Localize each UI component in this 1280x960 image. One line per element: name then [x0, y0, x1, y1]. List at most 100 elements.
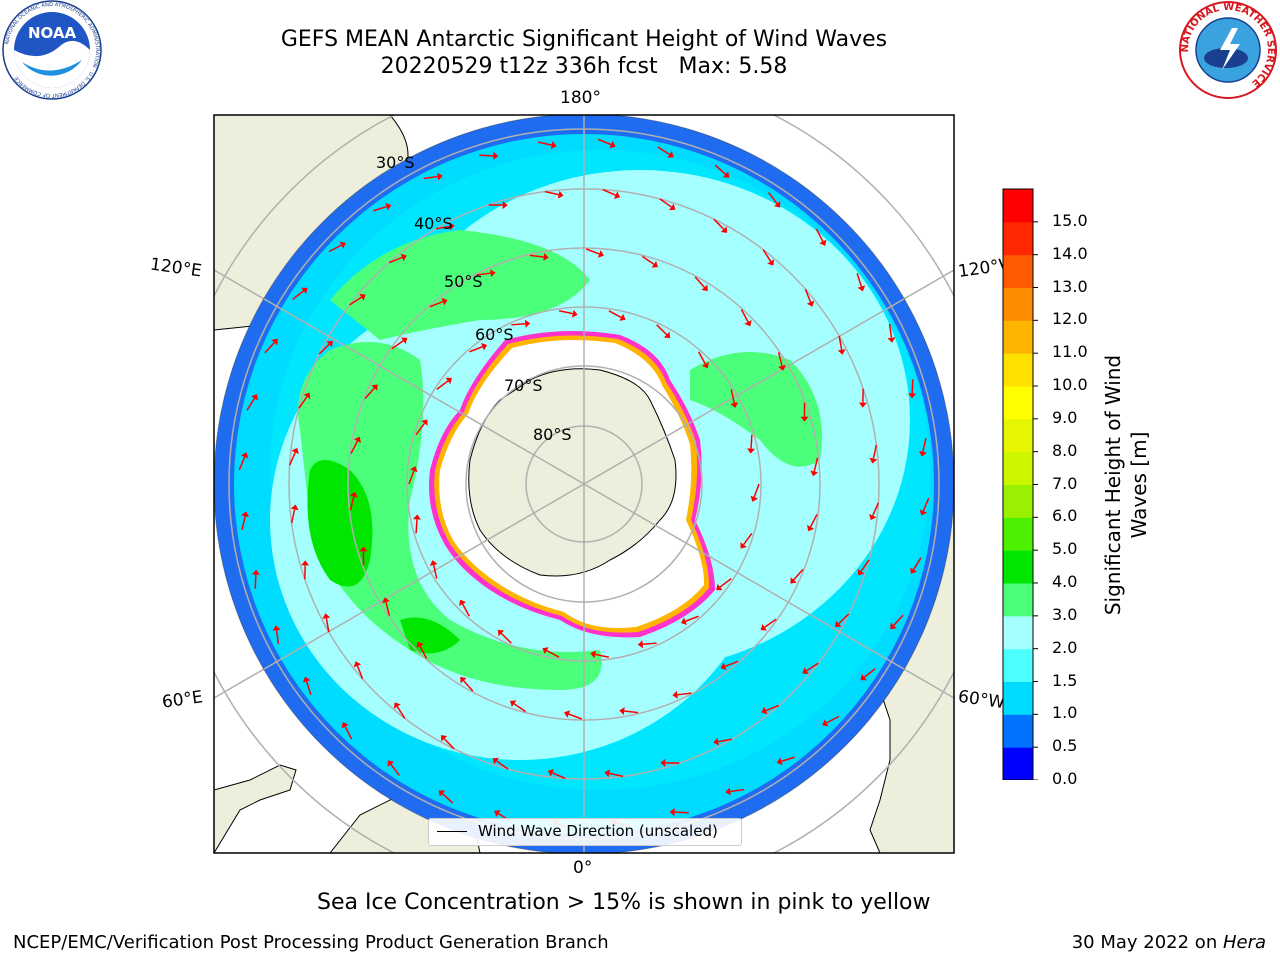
wind-arrow-shaft	[730, 788, 745, 793]
wind-arrow-head	[416, 641, 424, 648]
wind-arrow-shaft	[641, 255, 655, 265]
wind-arrow-shaft	[436, 380, 449, 390]
wind-arrow-head	[619, 707, 625, 716]
wind-arrow-shaft	[552, 772, 566, 780]
wind-arrow-shaft	[298, 396, 308, 409]
wind-arrow-shaft	[305, 681, 312, 695]
wind-arrow-shaft	[742, 532, 753, 546]
colorbar-segment	[1003, 353, 1033, 387]
wind-arrow-shaft	[463, 680, 474, 692]
wind-arrow-head	[349, 491, 358, 498]
colorbar-title: Significant Height of Wind Waves [m]	[1101, 354, 1151, 616]
wind-arrow-head	[619, 313, 626, 321]
wind-arrow-head	[857, 285, 866, 292]
wind-arrow-head	[890, 622, 897, 630]
wind-arrow-head	[272, 625, 281, 631]
wind-arrow-head	[869, 513, 877, 521]
wind-arrow-head	[339, 241, 346, 249]
wind-arrow-head	[497, 629, 505, 637]
wind-arrow-head	[730, 402, 739, 408]
colorbar-tick-label: 9.0	[1052, 407, 1078, 427]
wind-arrow-shaft	[254, 574, 257, 589]
colorbar-tick-label: 0.5	[1052, 736, 1078, 756]
wind-arrow-head	[857, 569, 865, 576]
colorbar-tick-label: 11.0	[1052, 342, 1088, 362]
colorbar-segment	[1003, 221, 1033, 256]
wind-arrow-head	[440, 735, 448, 742]
wind-arrow-shaft	[677, 692, 692, 696]
wind-arrow-head	[490, 269, 496, 278]
wind-arrow-shaft	[718, 738, 733, 743]
colorbar-segment	[1003, 451, 1033, 485]
colorbar-segment	[1003, 517, 1033, 551]
colorbar-segment	[1003, 615, 1033, 650]
wind-arrow-shaft	[568, 713, 583, 720]
wind-arrow-head	[502, 201, 508, 210]
wind-arrow-head	[910, 567, 917, 574]
wind-arrow-shaft	[408, 470, 415, 485]
wind-arrow-head	[326, 340, 333, 348]
wind-arrow-head	[493, 151, 499, 160]
wind-arrow-head	[637, 640, 644, 649]
wind-arrow-head	[241, 511, 249, 518]
wind-arrow-head	[919, 450, 927, 457]
wind-arrow-shaft	[740, 309, 749, 323]
wind-arrow-shaft	[674, 811, 689, 814]
wind-arrow-shaft	[642, 642, 657, 646]
wind-arrow-head	[359, 546, 368, 552]
wind-arrow-head	[449, 222, 455, 231]
colorbar-tick-label: 0.0	[1052, 769, 1078, 788]
colorbar-tick-label: 13.0	[1052, 276, 1088, 296]
wind-arrow-head	[571, 309, 578, 318]
wind-arrow-shaft	[685, 615, 699, 622]
wind-arrow-shaft	[656, 324, 668, 336]
wind-arrow-shaft	[461, 603, 471, 617]
wind-arrow-head	[382, 597, 390, 604]
wind-arrow-shaft	[781, 756, 795, 763]
wind-arrow-shaft	[364, 387, 375, 400]
wind-arrow-head	[660, 758, 666, 767]
wind-arrow-head	[773, 201, 781, 208]
wind-arrow-shaft	[608, 310, 622, 319]
wind-arrow-shaft	[415, 519, 418, 534]
wind-arrow-shaft	[328, 244, 342, 253]
lon-label-0: 0°	[573, 858, 593, 878]
wind-arrow-head	[303, 392, 311, 399]
wind-arrow-shaft	[793, 568, 804, 581]
wind-arrow-head	[564, 710, 571, 718]
wind-arrow-head	[459, 599, 467, 606]
wind-arrow-head	[822, 719, 829, 727]
colorbar-segment	[1003, 287, 1033, 321]
wind-arrow-head	[290, 504, 299, 511]
wind-arrow-head	[353, 661, 362, 668]
wind-arrow-head	[858, 402, 867, 408]
wind-arrow-head	[429, 560, 438, 566]
wind-arrow-head	[441, 297, 448, 306]
colorbar-segment	[1003, 418, 1033, 453]
land-antarctica	[468, 368, 677, 577]
colorbar-tick-label: 2.0	[1052, 637, 1078, 657]
wind-arrow-head	[908, 393, 917, 399]
wind-arrow-head	[494, 810, 501, 817]
wind-arrow-shaft	[264, 341, 275, 354]
wind-arrow-head	[776, 757, 783, 766]
wind-arrow-head	[590, 650, 597, 659]
wind-arrow-head	[543, 252, 549, 261]
footer-date: 30 May 2022 on Hera	[1072, 932, 1266, 953]
wind-arrow-head	[387, 760, 395, 767]
wind-arrow-shaft	[356, 665, 364, 680]
wind-arrow-shaft	[546, 649, 560, 658]
wind-arrow-head	[790, 577, 797, 584]
wind-arrow-head	[400, 253, 407, 262]
wind-arrow-shaft	[595, 653, 610, 658]
map-frame	[213, 114, 955, 854]
wind-arrow-head	[806, 300, 815, 307]
wind-arrow-head	[412, 514, 421, 520]
wind-arrow-shaft	[826, 715, 840, 724]
wind-arrow-shaft	[537, 141, 552, 146]
wind-arrow-shaft	[838, 613, 850, 625]
colorbar-tick-label: 8.0	[1052, 440, 1078, 460]
colorbar-segment	[1003, 484, 1033, 518]
wind-arrow-head	[609, 140, 616, 149]
wind-arrow-shaft	[529, 254, 544, 258]
